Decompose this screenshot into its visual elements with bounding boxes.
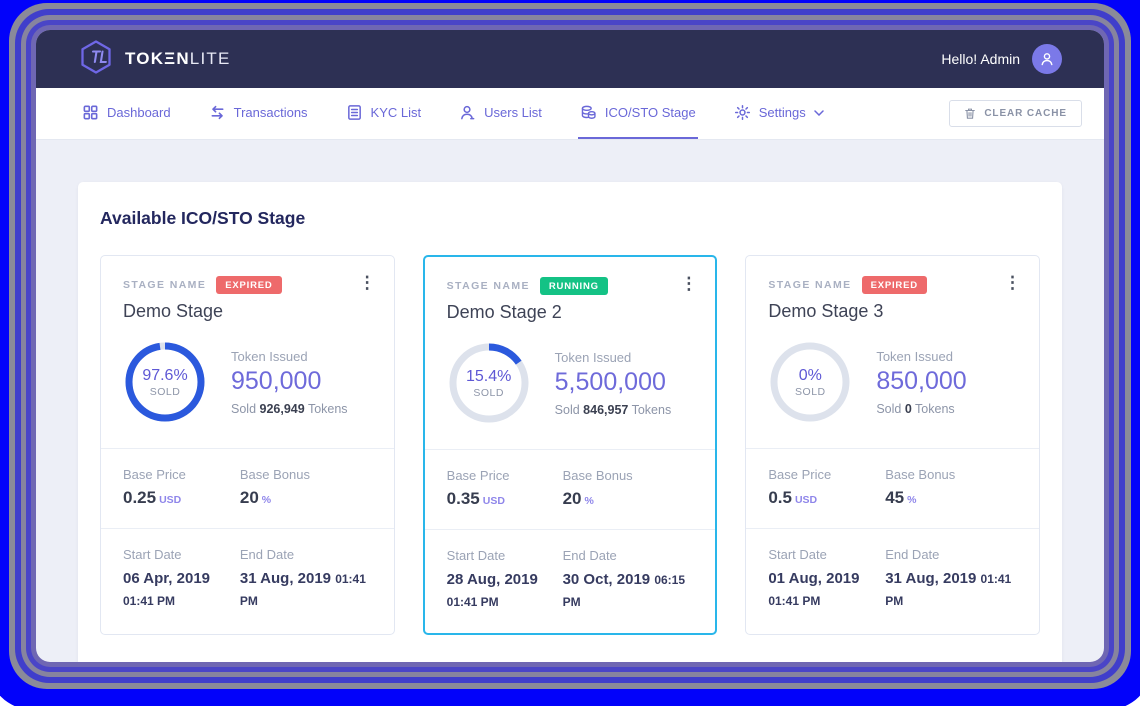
- status-badge: RUNNING: [539, 277, 608, 295]
- stage-name-label: STAGE NAME: [123, 279, 207, 291]
- base-price-label: Base Price: [768, 467, 832, 482]
- base-bonus-label: Base Bonus: [239, 467, 310, 482]
- start-date-value: 06 Apr, 2019 01:41 PM: [123, 570, 211, 608]
- sold-tokens-line: Sold 846,957 Tokens: [554, 402, 672, 417]
- token-issued-amount: 5,500,000: [554, 367, 666, 396]
- stage-cards-grid: STAGE NAME EXPIRED ⋮ Demo Stage: [100, 255, 1040, 662]
- token-issued-amount: 850,000: [876, 366, 967, 395]
- stage-name-label: STAGE NAME: [446, 280, 530, 292]
- nav-item-transactions[interactable]: Transactions: [207, 88, 310, 139]
- card-menu-kebab-icon[interactable]: ⋮: [358, 273, 376, 292]
- token-issued-amount: 950,000: [231, 366, 322, 395]
- app-window: TOKΞNLITE Hello! Admin Dashboard: [36, 30, 1104, 662]
- base-price-label: Base Price: [123, 467, 186, 482]
- base-bonus-label: Base Bonus: [562, 468, 633, 483]
- sold-progress-donut: 97.6% SOLD: [123, 340, 207, 424]
- end-date-label: End Date: [885, 547, 940, 562]
- token-issued-label: Token Issued: [876, 348, 953, 364]
- page-title: Available ICO/STO Stage: [100, 208, 306, 228]
- sold-percentage: 97.6%: [142, 366, 188, 384]
- card-menu-kebab-icon[interactable]: ⋮: [680, 274, 698, 293]
- start-date-label: Start Date: [446, 548, 506, 563]
- nav-label: ICO/STO Stage: [604, 105, 696, 120]
- base-price-label: Base Price: [446, 468, 510, 483]
- kyc-list-icon: [347, 105, 361, 120]
- user-avatar[interactable]: [1032, 44, 1062, 74]
- main-nav: Dashboard Transactions KYC List: [36, 88, 1104, 140]
- transactions-icon: [211, 105, 224, 120]
- stages-panel: Available ICO/STO Stage STAGE NAME EXPIR…: [78, 182, 1062, 662]
- base-price-value: 0.35 USD: [446, 489, 505, 508]
- sold-tokens-line: Sold 926,949 Tokens: [231, 401, 348, 416]
- trash-icon: [965, 108, 976, 119]
- start-date-label: Start Date: [768, 547, 827, 562]
- sold-caption: SOLD: [149, 385, 181, 398]
- end-date-label: End Date: [239, 547, 295, 562]
- sold-tokens-line: Sold 0 Tokens: [876, 401, 955, 416]
- tokenlite-logo-icon: [78, 39, 114, 80]
- start-date-value: 01 Aug, 2019 01:41 PM: [768, 570, 860, 608]
- sold-progress-donut: 15.4% SOLD: [447, 341, 531, 425]
- base-price-value: 0.25 USD: [123, 488, 182, 507]
- brand[interactable]: TOKΞNLITE: [78, 39, 231, 80]
- status-badge: EXPIRED: [861, 276, 927, 294]
- nav-item-ico-sto-stage[interactable]: ICO/STO Stage: [577, 88, 698, 139]
- stage-name-label: STAGE NAME: [768, 279, 852, 291]
- sold-caption: SOLD: [473, 386, 504, 399]
- end-date-value: 31 Aug, 2019 01:41 PM: [885, 570, 1012, 608]
- nav-label: Transactions: [233, 105, 308, 120]
- stage-name: Demo Stage 2: [446, 302, 562, 322]
- start-date-value: 28 Aug, 2019 01:41 PM: [446, 571, 538, 609]
- nav-label: Dashboard: [107, 105, 171, 120]
- sold-caption: SOLD: [795, 385, 826, 398]
- nav-label: KYC List: [370, 105, 422, 120]
- nav-item-users-list[interactable]: Users List: [457, 88, 544, 139]
- stage-name: Demo Stage: [123, 301, 224, 321]
- brand-text: TOKΞNLITE: [125, 49, 231, 68]
- top-header: TOKΞNLITE Hello! Admin: [36, 30, 1104, 88]
- base-bonus-label: Base Bonus: [885, 467, 956, 482]
- end-date-value: 30 Oct, 2019 06:15 PM: [562, 571, 686, 609]
- status-badge: EXPIRED: [216, 276, 282, 294]
- greeting-text: Hello! Admin: [941, 51, 1020, 67]
- stage-card-demo-stage: STAGE NAME EXPIRED ⋮ Demo Stage: [100, 255, 395, 635]
- sold-percentage: 0%: [798, 366, 822, 384]
- users-list-icon: [461, 105, 475, 120]
- main-content: Available ICO/STO Stage STAGE NAME EXPIR…: [36, 140, 1104, 662]
- base-bonus-value: 20%: [239, 488, 272, 507]
- dashboard-icon: [83, 105, 98, 120]
- user-icon: [1041, 53, 1053, 66]
- end-date-label: End Date: [562, 548, 617, 563]
- nav-label: Settings: [758, 105, 806, 120]
- ico-sto-stage-icon: [581, 105, 596, 119]
- clear-cache-button[interactable]: CLEAR CACHE: [949, 100, 1082, 127]
- end-date-value: 31 Aug, 2019 01:41 PM: [239, 570, 366, 608]
- clear-cache-label: CLEAR CACHE: [984, 108, 1067, 119]
- base-bonus-value: 20%: [562, 489, 594, 508]
- base-price-value: 0.5 USD: [768, 488, 818, 507]
- nav-label: Users List: [484, 105, 542, 120]
- start-date-label: Start Date: [123, 547, 182, 562]
- token-issued-label: Token Issued: [554, 349, 632, 365]
- chevron-down-icon: [813, 109, 824, 116]
- base-bonus-value: 45%: [885, 488, 917, 507]
- stage-card-demo-stage-2: STAGE NAME RUNNING ⋮ Demo Stage 2: [422, 255, 718, 635]
- card-menu-kebab-icon[interactable]: ⋮: [1003, 273, 1021, 292]
- sold-progress-donut: 0% SOLD: [768, 340, 852, 424]
- settings-icon: [734, 104, 750, 121]
- sold-percentage: 15.4%: [465, 367, 512, 385]
- stage-card-demo-stage-3: STAGE NAME EXPIRED ⋮ Demo Stage 3: [745, 255, 1040, 635]
- nav-item-dashboard[interactable]: Dashboard: [80, 88, 173, 139]
- stage-name: Demo Stage 3: [768, 301, 884, 321]
- nav-item-settings[interactable]: Settings: [732, 88, 826, 139]
- token-issued-label: Token Issued: [231, 348, 308, 364]
- nav-item-kyc-list[interactable]: KYC List: [344, 88, 424, 139]
